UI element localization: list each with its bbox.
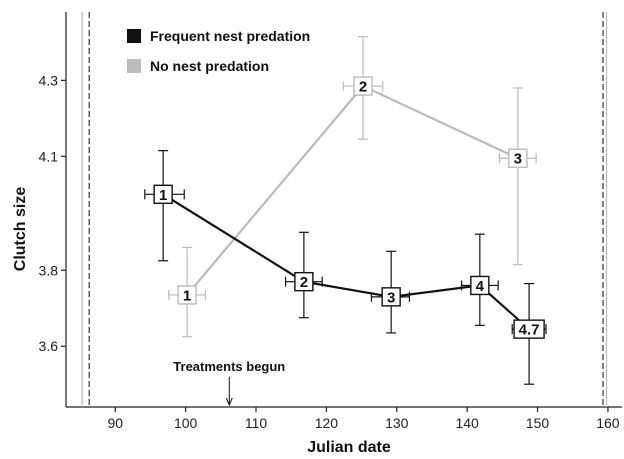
data-point-marker <box>381 287 401 307</box>
data-point-label: 2 <box>359 79 367 96</box>
data-point-label: 2 <box>300 274 308 291</box>
legend-label: No nest predation <box>150 58 269 74</box>
data-point-label: 4 <box>476 278 485 295</box>
annotation: Treatments begun <box>173 359 285 407</box>
x-tick-label: 120 <box>315 415 339 431</box>
annotation-arrow-head <box>225 397 233 407</box>
data-point-label: 4.7 <box>519 322 540 339</box>
reference-lines <box>81 12 608 407</box>
data-point-marker <box>513 319 545 339</box>
data-point-marker <box>470 275 490 296</box>
y-axis-title: Clutch size <box>12 187 29 272</box>
data-point-label: 1 <box>183 287 191 304</box>
y-tick-label: 4.3 <box>39 72 59 88</box>
series-frequent-nest-predation: 1 2 3 4 4.7 <box>144 150 547 385</box>
plot-frame <box>65 12 622 408</box>
data-point-label: 1 <box>159 187 167 204</box>
data-point-label: 3 <box>514 151 522 168</box>
data-point-label: 3 <box>387 289 395 306</box>
legend-swatch <box>127 59 141 73</box>
x-tick-label: 160 <box>596 415 620 431</box>
x-axis: 90 100 110 120 130 140 150 160 <box>107 407 620 431</box>
x-axis-title: Julian date <box>307 439 391 456</box>
x-tick-label: 130 <box>385 415 409 431</box>
legend-swatch <box>127 29 141 43</box>
series-line <box>162 193 530 330</box>
x-tick-label: 110 <box>245 415 268 431</box>
x-tick-label: 140 <box>455 415 479 431</box>
data-point-marker <box>294 271 314 292</box>
x-tick-label: 100 <box>174 415 198 431</box>
data-point-marker <box>177 285 197 305</box>
data-point-marker <box>508 148 528 168</box>
data-point-marker <box>353 76 373 96</box>
legend-label: Frequent nest predation <box>150 28 310 44</box>
y-axis: 3.6 3.8 4.1 4.3 <box>39 72 66 354</box>
data-point-marker <box>153 184 173 205</box>
annotation-text: Treatments begun <box>173 359 285 374</box>
x-tick-label: 150 <box>526 415 550 431</box>
y-tick-label: 3.6 <box>39 338 59 354</box>
y-tick-label: 4.1 <box>39 148 59 164</box>
series-line <box>186 84 519 296</box>
y-tick-label: 3.8 <box>39 262 59 278</box>
series-no-nest-predation: 1 2 3 <box>168 36 537 338</box>
legend: Frequent nest predation No nest predation <box>127 28 310 74</box>
series-group: 1 2 3 1 2 3 4 4.7 <box>144 36 547 385</box>
x-tick-label: 90 <box>107 415 123 431</box>
